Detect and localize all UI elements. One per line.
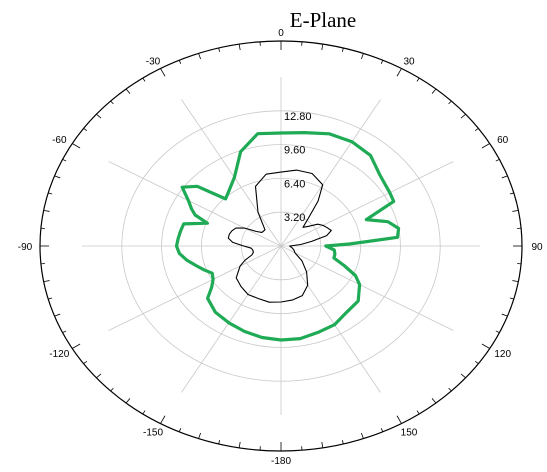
ring-tick [460, 373, 466, 379]
ring-tick [481, 143, 490, 149]
radial-label: 12.80 [284, 111, 312, 123]
angle-label: 150 [401, 427, 418, 438]
ring-tick [110, 100, 114, 105]
ring-tick [238, 441, 241, 448]
ring-tick [54, 175, 61, 179]
grid-spoke [181, 99, 282, 247]
ring-tick [198, 53, 202, 60]
ring-tick [238, 44, 241, 51]
outer-ticks [40, 41, 522, 451]
angle-label: -90 [18, 242, 33, 253]
angle-label: -30 [146, 57, 161, 68]
ring-tick [460, 113, 466, 119]
ring-tick [509, 297, 514, 300]
ring-tick [43, 210, 50, 212]
ring-tick [380, 60, 384, 65]
series-line-1 [227, 169, 332, 303]
angle-label: 90 [531, 242, 543, 253]
grid-spoke [108, 245, 282, 331]
radial-label: 6.40 [284, 178, 305, 190]
ring-tick [96, 373, 102, 379]
grid-spoke [181, 245, 282, 393]
ring-tick [160, 68, 166, 77]
radial-label: 9.60 [284, 145, 305, 157]
angle-label: -180 [271, 456, 291, 467]
radial-label: 3.20 [284, 212, 305, 224]
ring-tick [48, 192, 53, 195]
angle-labels: 0 30 60 90 120 150 -180 -150 -120 -90 -60 -30 [18, 28, 543, 467]
angle-label: 120 [494, 349, 511, 360]
ring-tick [96, 113, 102, 119]
ring-tick [431, 88, 437, 94]
ring-tick [72, 143, 81, 149]
ring-tick [360, 432, 364, 439]
grid-spoke [280, 99, 381, 247]
ring-tick [142, 77, 146, 82]
angle-label: -150 [143, 427, 163, 438]
ring-tick [62, 159, 67, 162]
ring-tick [110, 387, 114, 392]
ring-tick [495, 330, 500, 333]
angle-label: -120 [49, 349, 69, 360]
ring-tick [512, 280, 519, 282]
angle-label: 30 [403, 57, 415, 68]
ring-tick [321, 44, 324, 51]
ring-tick [416, 410, 420, 415]
series-line-0 [174, 131, 401, 342]
grid-spoke [280, 245, 454, 331]
radial-labels: 3.20 6.40 9.60 12.80 [284, 111, 312, 224]
ring-tick [72, 343, 81, 349]
grid-spoke [108, 161, 282, 247]
grid-spoke [280, 161, 454, 247]
ring-tick [495, 159, 500, 162]
chart-title: E-Plane [290, 8, 356, 32]
ring-tick [512, 210, 519, 212]
ring-tick [178, 60, 182, 65]
ring-tick [83, 128, 88, 132]
ring-tick [125, 88, 131, 94]
ring-tick [380, 427, 384, 432]
series-group [174, 131, 401, 342]
angle-label: 60 [497, 135, 509, 146]
ring-tick [341, 47, 344, 52]
ring-tick [416, 77, 420, 82]
ring-tick [218, 47, 221, 52]
ring-tick [321, 441, 324, 448]
ring-tick [431, 398, 437, 404]
ring-tick [448, 387, 452, 392]
ring-tick [198, 432, 202, 439]
grid-spoke [280, 245, 381, 393]
angle-label: 0 [278, 28, 284, 39]
ring-tick [54, 313, 61, 317]
ring-tick [160, 415, 166, 424]
ring-tick [178, 427, 182, 432]
radial-grid [82, 77, 480, 415]
ring-tick [509, 192, 514, 195]
ring-tick [43, 280, 50, 282]
ring-tick [501, 175, 508, 179]
ring-tick [142, 410, 146, 415]
ring-tick [474, 128, 479, 132]
ring-tick [501, 313, 508, 317]
ring-tick [83, 360, 88, 364]
angle-label: -60 [52, 135, 67, 146]
ring-tick [48, 297, 53, 300]
ring-tick [481, 343, 490, 349]
ring-tick [396, 68, 402, 77]
ring-tick [396, 415, 402, 424]
ring-tick [341, 440, 344, 445]
ring-tick [218, 440, 221, 445]
ring-tick [62, 330, 67, 333]
ring-tick [125, 398, 131, 404]
ring-tick [360, 53, 364, 60]
ring-tick [448, 100, 452, 105]
ring-tick [474, 360, 479, 364]
